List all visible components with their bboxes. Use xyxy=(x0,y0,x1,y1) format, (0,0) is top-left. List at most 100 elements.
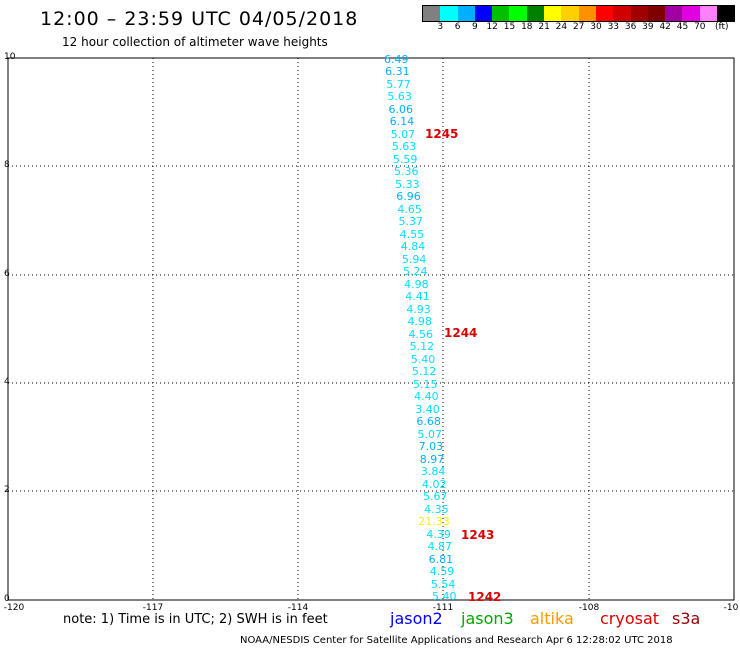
pass-label: 1243 xyxy=(461,528,495,542)
swh-value: 5.40 xyxy=(432,590,457,603)
swh-value: 4.84 xyxy=(400,240,426,254)
color-scale-label: 9 xyxy=(472,22,478,32)
swh-value: 5.07 xyxy=(417,427,442,441)
color-swatch xyxy=(440,6,458,21)
x-tick-label: -120 xyxy=(3,603,25,613)
swh-value: 6.81 xyxy=(428,552,454,566)
swh-value: 6.31 xyxy=(385,65,410,79)
color-scale-label: 42 xyxy=(659,22,671,32)
swh-value: 6.68 xyxy=(416,415,441,429)
legend-jason2: jason2 xyxy=(390,609,443,628)
map-subtitle: 12 hour collection of altimeter wave hei… xyxy=(62,35,328,49)
map-title: 12:00 – 23:59 UTC 04/05/2018 xyxy=(40,8,359,30)
color-swatch xyxy=(526,6,545,21)
swh-value: 4.98 xyxy=(404,277,429,291)
color-swatch xyxy=(595,6,614,21)
swh-value: 4.55 xyxy=(399,227,425,241)
y-tick-label: 2 xyxy=(4,485,10,495)
swh-value: 4.98 xyxy=(407,315,432,329)
swh-value: 4.40 xyxy=(414,390,439,404)
swh-value: 4.87 xyxy=(427,540,453,554)
swh-value: 6.14 xyxy=(389,115,415,129)
swh-value: 5.36 xyxy=(394,165,419,179)
swh-value: 7.03 xyxy=(418,440,444,454)
color-scale-label: 15 xyxy=(503,22,516,32)
swh-value: 6.96 xyxy=(396,190,421,204)
color-scale-label: 39 xyxy=(642,22,654,32)
swh-value: 4.65 xyxy=(397,202,422,216)
color-swatch xyxy=(509,6,527,21)
y-tick-label: 8 xyxy=(4,160,10,170)
y-tick-label: 4 xyxy=(4,377,10,387)
swh-value: 5.15 xyxy=(413,377,438,391)
color-swatch xyxy=(423,6,441,21)
swh-value: 4.35 xyxy=(424,502,449,516)
legend-cryosat: cryosat xyxy=(600,609,660,628)
swh-value: 4.56 xyxy=(408,327,434,341)
color-scale-label: 30 xyxy=(590,22,602,32)
swh-value: 3.84 xyxy=(420,465,446,479)
y-tick-label: 6 xyxy=(4,269,10,279)
swh-value: 5.94 xyxy=(401,252,427,266)
color-swatch xyxy=(647,6,666,21)
color-scale-label: 18 xyxy=(521,22,533,32)
swh-value: 5.12 xyxy=(411,365,437,379)
swh-value: 5.59 xyxy=(392,152,418,166)
color-swatch xyxy=(561,6,579,21)
color-scale-label: 21 xyxy=(538,22,550,32)
legend-jason3: jason3 xyxy=(461,609,514,628)
pass-label: 1244 xyxy=(444,326,478,340)
swh-value: 5.67 xyxy=(423,490,448,504)
color-swatch xyxy=(613,6,631,21)
swh-value: 8.97 xyxy=(419,452,445,466)
color-scale-label: 70 xyxy=(694,22,706,32)
swh-value: 5.40 xyxy=(410,352,436,366)
color-swatch xyxy=(492,6,510,21)
color-swatch xyxy=(630,6,648,21)
swh-value: 4.39 xyxy=(426,527,451,541)
y-tick-label: 0 xyxy=(4,594,10,604)
color-swatch xyxy=(578,6,596,21)
color-scale-unit: (ft) xyxy=(715,22,729,32)
x-tick-label: -10 xyxy=(723,603,739,613)
color-scale-label: 45 xyxy=(676,22,689,32)
swh-value: 4.02 xyxy=(421,477,447,491)
color-scale-label: 3 xyxy=(437,22,444,32)
color-scale-label: 27 xyxy=(572,22,585,32)
pass-label: 1242 xyxy=(468,590,502,604)
color-swatch xyxy=(665,6,683,21)
x-tick-label: -117 xyxy=(142,603,164,613)
swh-value: 4.41 xyxy=(405,290,430,304)
swh-value: 6.49 xyxy=(384,53,409,66)
swh-value: 5.07 xyxy=(390,127,416,141)
swh-value: 5.24 xyxy=(402,265,428,279)
plot-frame xyxy=(7,57,735,601)
credit-line: NOAA/NESDIS Center for Satellite Applica… xyxy=(240,635,673,646)
swh-value: 5.33 xyxy=(395,177,420,191)
color-swatch xyxy=(699,6,718,21)
color-scale-label: 24 xyxy=(555,22,568,32)
legend-s3a: s3a xyxy=(672,609,701,628)
color-swatch xyxy=(682,6,700,21)
pass-label: 1245 xyxy=(425,127,459,141)
note-text: note: 1) Time is in UTC; 2) SWH is in fe… xyxy=(63,612,328,627)
color-scale-label: 12 xyxy=(486,22,498,32)
swh-value: 3.40 xyxy=(415,402,440,416)
x-tick-label: -111 xyxy=(432,603,454,613)
color-scale-label: 33 xyxy=(607,22,620,32)
swh-value: 5.54 xyxy=(430,577,456,591)
color-scale-label: 36 xyxy=(624,22,637,32)
color-swatch xyxy=(717,6,735,21)
swh-value: 21.33 xyxy=(418,515,450,529)
swh-value: 4.93 xyxy=(406,302,431,316)
swh-value: 4.59 xyxy=(429,565,455,579)
color-scale-bar xyxy=(422,5,736,22)
legend-altika: altika xyxy=(530,609,574,628)
color-scale-label: 6 xyxy=(454,22,461,32)
x-tick-label: -114 xyxy=(287,603,309,613)
color-swatch xyxy=(544,6,562,21)
color-swatch xyxy=(474,6,493,21)
swh-value: 5.63 xyxy=(391,140,417,154)
swh-value: 5.12 xyxy=(409,340,435,354)
